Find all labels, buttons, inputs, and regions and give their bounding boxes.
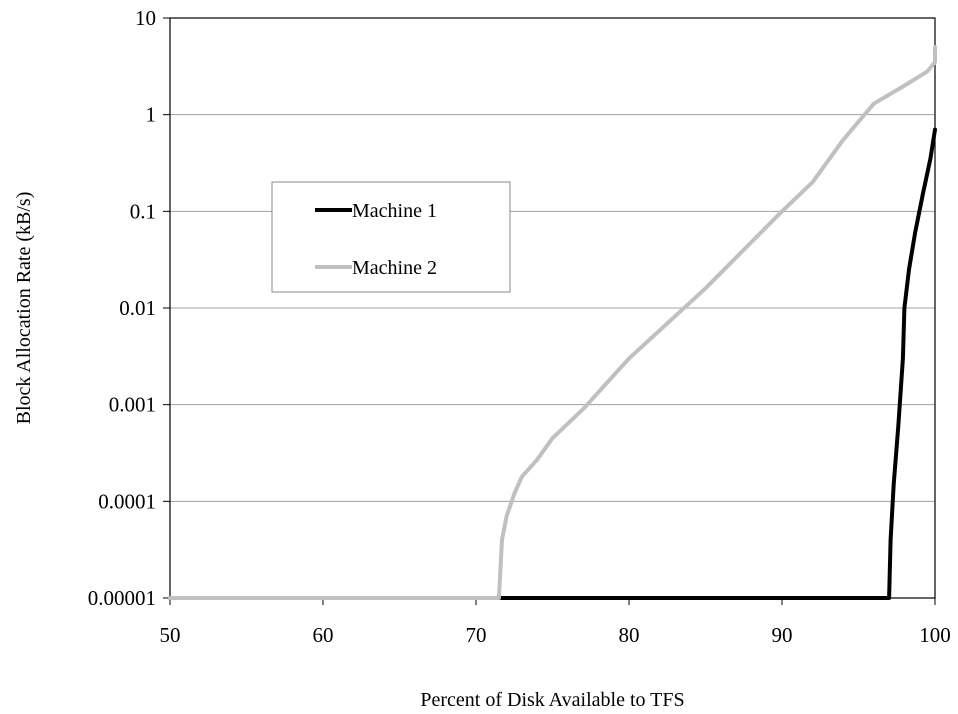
y-tick-label: 0.0001 [98,489,156,513]
series-line-machine-2 [168,45,937,600]
series-line-machine-1 [168,127,937,600]
x-tick-label: 80 [619,623,640,647]
legend-label-machine-1: Machine 1 [352,200,437,222]
x-tick-label: 70 [466,623,487,647]
x-tick-label: 50 [160,623,181,647]
y-tick-label: 0.1 [130,199,156,223]
y-axis-ticks: 0.00001 0.0001 0.001 0.01 0.1 1 10 [88,6,170,610]
y-axis-title: Block Allocation Rate (kB/s) [13,192,35,425]
legend-box [271,181,511,293]
x-tick-label: 90 [772,623,793,647]
x-axis-title: Percent of Disk Available to TFS [420,689,684,711]
y-tick-label: 1 [146,103,157,127]
y-tick-label: 0.00001 [88,586,156,610]
x-tick-label: 100 [919,623,951,647]
legend: Machine 1 Machine 2 [271,181,511,293]
legend-label-machine-2: Machine 2 [352,257,437,279]
x-axis-ticks: 50 60 70 80 90 100 [160,598,951,647]
y-tick-label: 0.001 [109,393,156,417]
y-tick-label: 0.01 [119,296,156,320]
series-lines [168,45,937,600]
y-tick-label: 10 [135,6,156,30]
x-tick-label: 60 [313,623,334,647]
